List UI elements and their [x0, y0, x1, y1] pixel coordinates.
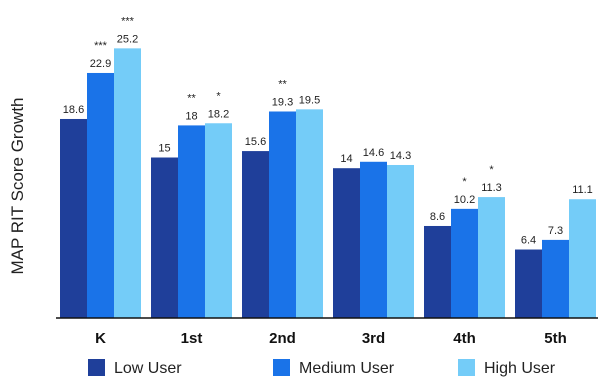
data-label-medium-user-4th: 10.2 — [454, 194, 475, 206]
x-tick-label-4th: 4th — [453, 330, 476, 347]
bar-high-user-2nd — [296, 109, 323, 318]
bar-high-user-k — [114, 48, 141, 319]
bar-medium-user-2nd — [269, 111, 296, 319]
data-label-medium-user-1st: 18 — [185, 110, 197, 122]
x-tick-label-3rd: 3rd — [362, 330, 385, 347]
data-label-medium-user-2nd: 19.3 — [272, 96, 293, 108]
data-label-high-user-k: 25.2 — [117, 33, 138, 45]
bar-low-user-1st — [151, 157, 178, 318]
x-tick-label-5th: 5th — [544, 330, 567, 347]
significance-marker-medium-user-1st: ** — [187, 92, 196, 104]
data-label-medium-user-k: 22.9 — [90, 58, 111, 70]
data-label-medium-user-3rd: 14.6 — [363, 147, 384, 159]
significance-marker-high-user-1st: * — [216, 90, 221, 102]
legend: Low User Medium User High User — [88, 359, 556, 377]
bar-low-user-2nd — [242, 151, 269, 318]
legend-label-low-user: Low User — [114, 360, 182, 377]
x-tick-label-k: K — [95, 330, 106, 347]
significance-marker-medium-user-2nd: ** — [278, 78, 287, 90]
data-label-high-user-3rd: 14.3 — [390, 150, 411, 162]
data-label-low-user-2nd: 15.6 — [245, 136, 266, 148]
bar-medium-user-k — [87, 72, 114, 318]
x-tick-label-1st: 1st — [181, 330, 203, 347]
y-axis-label: MAP RIT Score Growth — [8, 98, 27, 275]
data-label-medium-user-5th: 7.3 — [548, 225, 563, 237]
legend-swatch-low-user — [88, 359, 105, 376]
data-label-low-user-3rd: 14 — [340, 153, 352, 165]
bar-high-user-4th — [478, 197, 505, 318]
data-label-high-user-4th: 11.3 — [481, 182, 502, 194]
data-label-low-user-4th: 8.6 — [430, 211, 445, 223]
bar-low-user-k — [60, 118, 87, 318]
x-tick-label-2nd: 2nd — [269, 330, 296, 347]
significance-marker-medium-user-4th: * — [462, 176, 467, 188]
bar-medium-user-4th — [451, 208, 478, 318]
legend-swatch-medium-user — [273, 359, 290, 376]
bar-low-user-5th — [515, 249, 542, 318]
bar-high-user-3rd — [387, 164, 414, 318]
legend-label-high-user: High User — [484, 360, 556, 377]
bar-low-user-4th — [424, 225, 451, 318]
data-label-low-user-k: 18.6 — [63, 104, 84, 116]
legend-label-medium-user: Medium User — [299, 360, 395, 377]
data-label-high-user-2nd: 19.5 — [299, 94, 320, 106]
bars-group: 18.622.9***25.2***1518**18.2*15.619.3**1… — [60, 15, 596, 319]
bar-low-user-3rd — [333, 168, 360, 318]
significance-marker-high-user-k: *** — [121, 15, 135, 27]
bar-high-user-1st — [205, 123, 232, 318]
data-label-high-user-1st: 18.2 — [208, 108, 229, 120]
significance-marker-high-user-4th: * — [489, 164, 494, 176]
bar-medium-user-1st — [178, 125, 205, 319]
bar-medium-user-3rd — [360, 161, 387, 318]
x-tick-labels: K 1st 2nd 3rd 4th 5th — [95, 330, 567, 347]
data-label-high-user-5th: 11.1 — [572, 184, 593, 196]
significance-marker-medium-user-k: *** — [94, 40, 108, 52]
bar-medium-user-5th — [542, 239, 569, 318]
data-label-low-user-1st: 15 — [158, 143, 170, 155]
legend-swatch-high-user — [458, 359, 475, 376]
bar-high-user-5th — [569, 199, 596, 318]
data-label-low-user-5th: 6.4 — [521, 235, 536, 247]
